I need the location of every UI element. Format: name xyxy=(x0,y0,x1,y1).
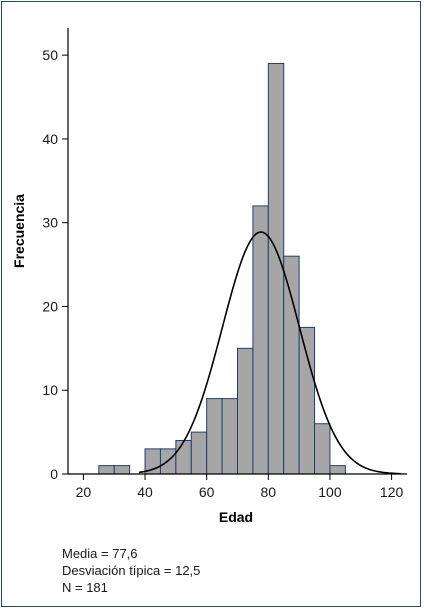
mean-text: Media = 77,6 xyxy=(62,546,138,561)
y-tick-label-50: 50 xyxy=(42,47,58,63)
x-axis-label: Edad xyxy=(219,509,253,525)
x-tick-label-80: 80 xyxy=(261,484,277,500)
summary-statistics: Media = 77,6 Desviación típica = 12,5 N … xyxy=(62,545,200,596)
n-text: N = 181 xyxy=(62,580,108,595)
histogram-bar-4 xyxy=(175,439,192,475)
histogram-bar-6 xyxy=(206,398,223,475)
y-tick-label-40: 40 xyxy=(42,131,58,147)
y-tick-label-20: 20 xyxy=(42,298,58,314)
y-tick-label-10: 10 xyxy=(42,382,58,398)
histogram-bar-12 xyxy=(298,326,316,475)
y-tick-label-0: 0 xyxy=(50,466,58,482)
histogram-bars xyxy=(98,63,346,475)
histogram-bar-7 xyxy=(221,398,239,475)
histogram-bar-5 xyxy=(190,431,208,475)
histogram-bar-14 xyxy=(329,465,346,475)
histogram-bar-10 xyxy=(267,63,285,475)
axes: 0 10 20 30 40 50 20 40 60 80 100 120 xyxy=(42,28,407,500)
sd-text: Desviación típica = 12,5 xyxy=(62,563,201,578)
histogram-bar-11 xyxy=(283,255,300,475)
x-tick-label-60: 60 xyxy=(199,484,215,500)
x-tick-label-100: 100 xyxy=(318,484,342,500)
y-tick-label-30: 30 xyxy=(42,215,58,231)
y-axis-label: Frecuencia xyxy=(11,194,27,268)
histogram-bar-9 xyxy=(252,205,269,475)
histogram-bar-8 xyxy=(237,347,254,475)
normal-curve xyxy=(138,231,401,475)
histogram-bar-13 xyxy=(314,423,331,475)
x-tick-label-20: 20 xyxy=(76,484,92,500)
histogram-bar-0 xyxy=(98,465,115,475)
x-tick-label-120: 120 xyxy=(380,484,404,500)
histogram-bar-1 xyxy=(113,465,131,475)
x-tick-label-40: 40 xyxy=(137,484,153,500)
